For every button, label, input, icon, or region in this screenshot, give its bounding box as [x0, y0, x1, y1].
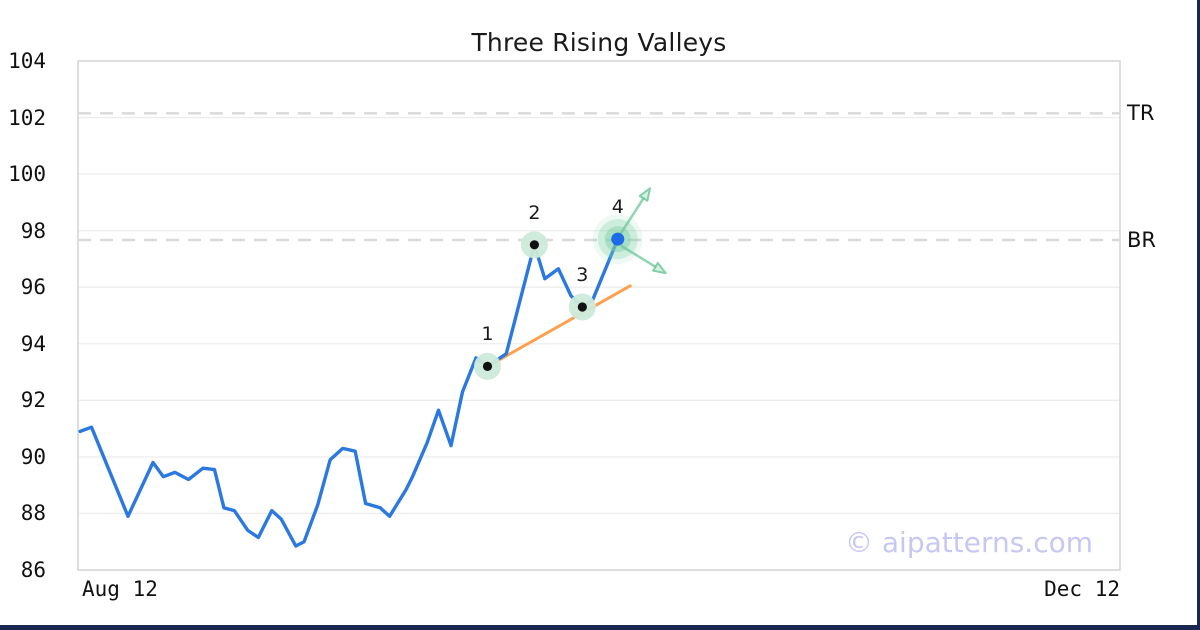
right-accent-bar	[1197, 0, 1200, 630]
price-line	[78, 237, 620, 548]
y-tick-label-86: 86	[20, 558, 46, 582]
y-tick-label-102: 102	[8, 105, 46, 130]
arrow-down-head-icon	[652, 261, 667, 275]
arrow-up-head-icon	[638, 187, 652, 202]
arrow-down-shaft	[620, 244, 657, 269]
y-tick-label-92: 92	[20, 388, 46, 413]
y-tick-label-100: 100	[8, 162, 46, 187]
breakout-dot-4	[611, 232, 625, 246]
marker-dot-3	[577, 302, 587, 312]
y-tick-label-98: 98	[20, 218, 46, 243]
trendline	[491, 284, 632, 366]
y-tick-label-94: 94	[20, 331, 46, 356]
marker-label-1: 1	[481, 323, 494, 346]
level-label-br: BR	[1127, 227, 1156, 252]
marker-label-4: 4	[611, 196, 624, 219]
y-tick-label-104: 104	[8, 49, 46, 73]
marker-label-2: 2	[528, 201, 541, 224]
level-label-tr: TR	[1127, 101, 1155, 126]
x-axis-start-label: Aug 12	[82, 577, 158, 601]
marker-dot-2	[529, 240, 539, 250]
marker-dot-1	[482, 361, 493, 371]
x-axis-end-label: Dec 12	[1044, 577, 1120, 601]
bottom-accent-bar	[0, 625, 1200, 630]
y-tick-label-90: 90	[20, 444, 46, 469]
marker-label-3: 3	[576, 264, 589, 287]
plot-border	[77, 60, 1121, 571]
y-tick-label-96: 96	[20, 275, 46, 300]
arrow-up-shaft	[618, 197, 645, 237]
chart-title: Three Rising Valleys	[471, 28, 727, 57]
y-tick-label-88: 88	[20, 501, 46, 526]
watermark-text: © aipatterns.com	[844, 526, 1093, 559]
